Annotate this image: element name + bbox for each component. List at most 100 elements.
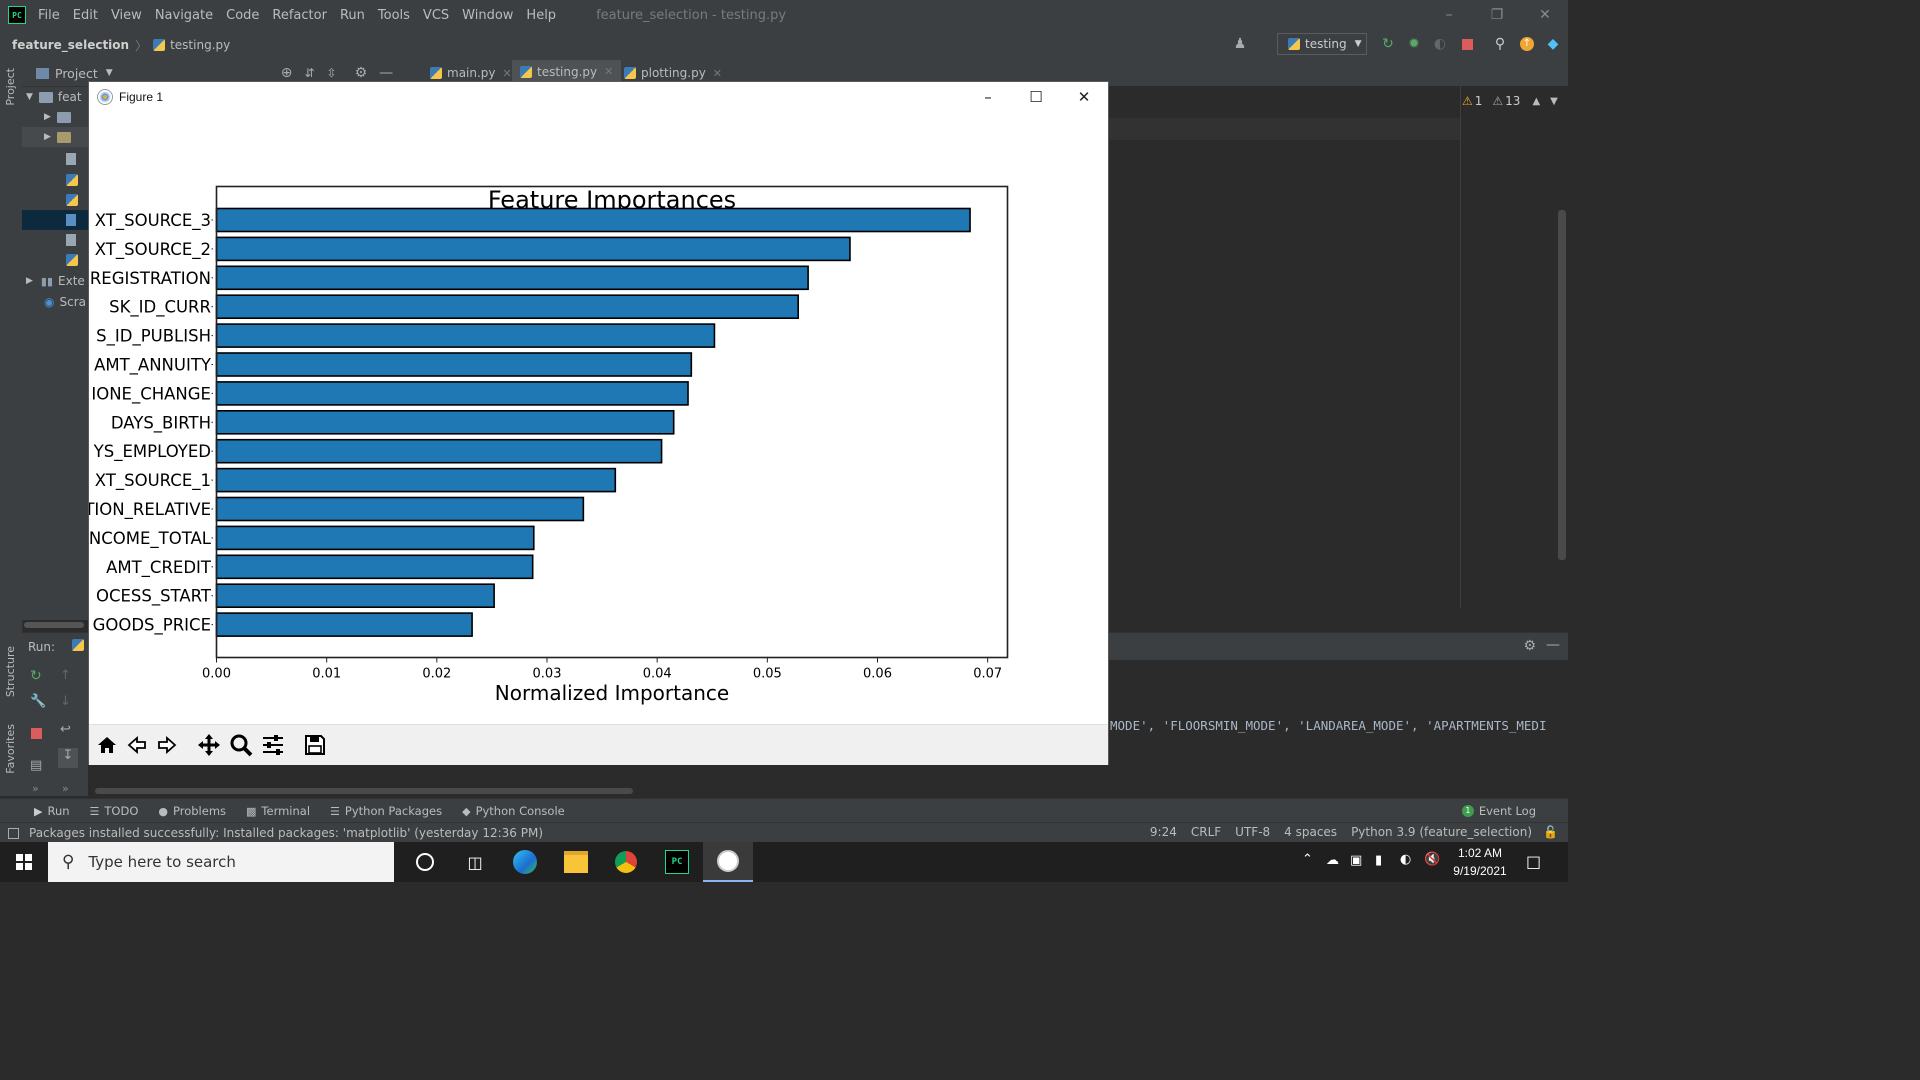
close-icon[interactable]: ✕ (712, 66, 723, 80)
inspection-widget[interactable]: ⚠ 1 ⚠ 13 ▲ ▼ (1460, 86, 1568, 116)
scroll-to-end-icon[interactable]: ↧ (58, 748, 78, 768)
figure-maximize-icon[interactable]: ☐ (1029, 88, 1043, 106)
pan-icon[interactable] (195, 731, 223, 759)
panel-toggle-icon[interactable] (8, 827, 19, 839)
tree-item-scratches[interactable]: ◉ Scra (44, 295, 86, 309)
rerun-icon[interactable]: ↻ (30, 668, 42, 684)
menu-code[interactable]: Code (226, 7, 260, 23)
favorites-tool-label[interactable]: Favorites (4, 724, 17, 774)
menu-edit[interactable]: Edit (72, 7, 98, 23)
pycharm-taskbar-icon[interactable]: PC (652, 842, 702, 882)
search-icon[interactable]: ⚲ (1494, 36, 1506, 52)
forward-arrow-icon[interactable] (153, 731, 181, 759)
tree-item-root[interactable]: ▼ feat (26, 90, 82, 104)
chevron-up-icon[interactable]: ▲ (1532, 95, 1541, 107)
back-arrow-icon[interactable] (123, 731, 151, 759)
tree-item-folder[interactable]: ▶ (22, 127, 88, 147)
tree-item-file[interactable] (22, 149, 88, 169)
user-icon[interactable]: ♟ (1233, 36, 1247, 52)
code-editor[interactable] (1108, 86, 1568, 608)
taskbar-clock[interactable]: 1:02 AM 9/19/2021 (1448, 844, 1512, 880)
menu-view[interactable]: View (110, 7, 142, 23)
figure-titlebar[interactable]: Figure 1 – ☐ ✕ (89, 82, 1108, 112)
rerun-icon[interactable]: ↻ (1382, 36, 1394, 52)
toolwin-event-log[interactable]: 1 Event Log (1461, 804, 1536, 818)
arrow-down-icon[interactable]: ↓ (60, 694, 71, 709)
menu-navigate[interactable]: Navigate (154, 7, 214, 23)
tray-chevron-up-icon[interactable]: ⌃ (1302, 852, 1313, 867)
expand-all-icon[interactable]: ⇵ (304, 66, 315, 80)
figure-canvas[interactable]: Feature Importances XT_SOURCE_3XT_SOURCE… (89, 112, 1108, 724)
arrow-up-icon[interactable]: ↑ (60, 668, 71, 683)
soft-wrap-icon[interactable]: ↩ (60, 722, 71, 737)
project-tool-label[interactable]: Project (4, 68, 17, 106)
editor-scrollbar[interactable] (1558, 210, 1566, 560)
onedrive-icon[interactable]: ☁ (1326, 853, 1339, 868)
tab-main-py[interactable]: main.py ✕ (422, 60, 520, 86)
coverage-icon[interactable]: ◐ (1433, 36, 1447, 52)
tree-item-file[interactable] (22, 230, 88, 250)
locate-icon[interactable]: ⊕ (280, 65, 293, 81)
hide-panel-icon[interactable]: — (1546, 637, 1560, 653)
caret-position[interactable]: 9:24 (1149, 825, 1177, 839)
update-icon[interactable]: ↑ (1519, 36, 1535, 52)
close-icon[interactable]: ✕ (502, 66, 512, 80)
toolwin-python-packages[interactable]: ☰ Python Packages (330, 804, 443, 818)
file-explorer-icon[interactable] (551, 842, 601, 882)
matplotlib-figure-taskbar-icon[interactable] (703, 842, 753, 882)
gear-icon[interactable]: ⚙ (354, 65, 368, 81)
task-view-icon[interactable]: ◫ (467, 852, 483, 872)
breadcrumb-project[interactable]: feature_selection (12, 38, 130, 52)
save-figure-icon[interactable] (301, 731, 329, 759)
run-configuration-select[interactable]: testing ▼ (1277, 33, 1367, 55)
menu-tools[interactable]: Tools (377, 7, 410, 23)
project-label[interactable]: Project (55, 65, 98, 81)
cortana-icon[interactable] (400, 842, 450, 882)
menu-run[interactable]: Run (339, 7, 365, 23)
wrench-icon[interactable]: 🔧 (30, 694, 47, 709)
home-icon[interactable] (93, 731, 121, 759)
toolwin-problems[interactable]: ● Problems (158, 804, 227, 818)
debug-icon[interactable]: ✹ (1408, 36, 1420, 52)
file-encoding[interactable]: UTF-8 (1235, 825, 1271, 839)
collapse-all-icon[interactable]: ⇳ (326, 66, 337, 80)
chrome-browser-icon[interactable] (601, 842, 651, 882)
menu-refactor[interactable]: Refactor (272, 7, 327, 23)
toolwin-terminal[interactable]: ▩ Terminal (246, 804, 311, 818)
edge-browser-icon[interactable] (500, 842, 550, 882)
indent-setting[interactable]: 4 spaces (1284, 825, 1338, 839)
menu-vcs[interactable]: VCS (422, 7, 450, 23)
tree-item-external-libraries[interactable]: ▶ ▮▮ Exte (26, 274, 85, 288)
menu-file[interactable]: File (38, 7, 60, 23)
status-message[interactable]: Packages installed successfully: Install… (29, 826, 543, 840)
figure-minimize-icon[interactable]: – (984, 88, 992, 106)
more-icon[interactable]: » (62, 782, 69, 795)
zoom-icon[interactable] (227, 731, 255, 759)
network-update-icon[interactable]: ▣ (1350, 853, 1363, 868)
tree-item-file[interactable] (22, 170, 88, 190)
tree-item-file[interactable] (22, 250, 88, 270)
structure-tool-label[interactable]: Structure (4, 646, 17, 698)
close-icon[interactable]: ✕ (604, 65, 614, 78)
close-icon[interactable]: ✕ (1539, 7, 1551, 23)
more-icon[interactable]: » (32, 782, 39, 795)
toolwin-run[interactable]: ▶ Run (34, 804, 70, 818)
taskbar-search-box[interactable]: ⚲ Type here to search (48, 842, 394, 882)
console-horizontal-scrollbar[interactable] (95, 788, 633, 794)
tab-plotting-py[interactable]: plotting.py ✕ (616, 60, 730, 86)
hide-panel-icon[interactable]: — (379, 65, 394, 81)
stop-icon[interactable] (31, 728, 42, 739)
menu-help[interactable]: Help (526, 7, 557, 23)
layout-icon[interactable]: ▤ (30, 758, 43, 773)
gear-icon[interactable]: ⚙ (1523, 638, 1536, 654)
breadcrumb-file[interactable]: testing.py (170, 38, 231, 52)
toolwin-todo[interactable]: ☰ TODO (89, 804, 139, 818)
chevron-down-icon[interactable]: ▼ (105, 68, 113, 78)
jetbrains-toolbox-icon[interactable]: ◆ (1547, 36, 1559, 52)
restore-icon[interactable]: ❐ (1490, 7, 1504, 23)
minimize-icon[interactable]: – (1445, 7, 1453, 23)
toolwin-python-console[interactable]: ◆ Python Console (462, 804, 565, 818)
tree-item-folder[interactable]: ▶ (22, 107, 88, 127)
line-separator[interactable]: CRLF (1190, 825, 1222, 839)
stop-icon[interactable] (1459, 36, 1475, 52)
